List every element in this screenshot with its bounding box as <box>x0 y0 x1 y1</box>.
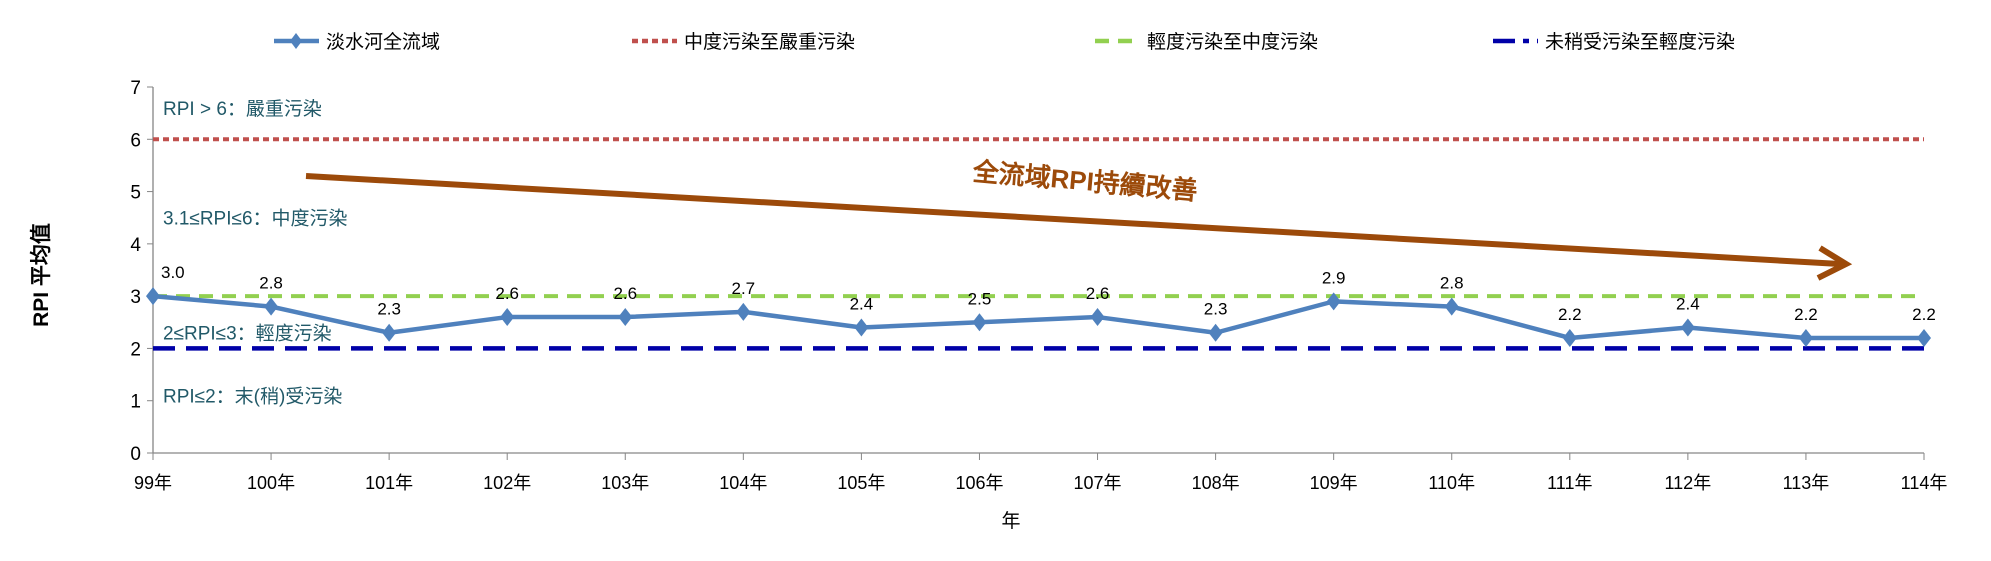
data-label: 2.5 <box>968 289 992 308</box>
x-axis-label: 年 <box>1001 510 1020 532</box>
zone-label: RPI > 6：嚴重污染 <box>163 98 322 120</box>
zone-label: 2≤RPI≤3：輕度污染 <box>163 323 332 345</box>
data-label: 2.4 <box>1676 295 1700 314</box>
y-tick-label: 4 <box>130 235 141 256</box>
trend-arrow-shaft <box>305 173 1841 267</box>
data-label: 2.2 <box>1794 305 1818 324</box>
data-point-marker <box>972 313 987 332</box>
y-axis-label: RPI 平均值 <box>29 223 53 327</box>
legend-item: 中度污染至嚴重污染 <box>632 31 855 53</box>
x-tick-label: 109年 <box>1310 473 1358 493</box>
x-tick-label: 108年 <box>1192 473 1240 493</box>
x-tick-label: 107年 <box>1074 473 1122 493</box>
axes: 0 1 2 3 4 5 6 7 99年 100年 101年 102年 103年 104年 105年 106年 1… <box>130 78 1947 493</box>
annotation-text: 全流域RPI持續改善 <box>971 156 1199 206</box>
y-tick-label: 7 <box>130 78 141 99</box>
zone-label: 3.1≤RPI≤6：中度污染 <box>163 208 348 230</box>
data-label: 2.9 <box>1322 268 1346 287</box>
x-tick-label: 114年 <box>1901 473 1948 493</box>
legend-diamond-icon <box>290 33 302 49</box>
x-tick-label: 106年 <box>955 473 1003 493</box>
data-point-marker <box>618 308 633 327</box>
x-tick-label: 99年 <box>134 473 172 493</box>
data-label: 2.8 <box>259 274 283 293</box>
data-point-marker <box>264 297 279 316</box>
data-label: 2.7 <box>732 279 756 298</box>
x-tick-label: 105年 <box>837 473 885 493</box>
x-tick-label: 104年 <box>719 473 767 493</box>
data-label: 2.2 <box>1912 305 1936 324</box>
data-label: 2.6 <box>613 284 637 303</box>
data-label: 2.3 <box>1204 300 1228 319</box>
x-tick-label: 102年 <box>483 473 531 493</box>
y-tick-label: 2 <box>130 339 141 360</box>
data-label: 2.6 <box>1086 284 1110 303</box>
data-point-marker <box>854 318 869 337</box>
data-point-marker <box>1680 318 1695 337</box>
data-point-marker <box>1326 292 1341 311</box>
data-point-marker <box>500 308 515 327</box>
series: 3.0 2.8 2.3 2.6 2.6 2.7 2.4 2.5 2.6 2.3 2.9 2.8 2.2 2… <box>146 263 1936 347</box>
y-tick-label: 1 <box>130 392 141 413</box>
data-label: 2.2 <box>1558 305 1582 324</box>
data-label: 2.8 <box>1440 274 1464 293</box>
x-tick-label: 110年 <box>1428 473 1475 493</box>
data-point-marker <box>146 287 160 306</box>
data-label: 2.6 <box>495 284 519 303</box>
legend-label: 中度污染至嚴重污染 <box>684 31 855 53</box>
series-line <box>152 293 1924 341</box>
data-point-marker <box>1444 297 1459 316</box>
data-label: 2.3 <box>377 300 401 319</box>
data-point-marker <box>1917 328 1931 347</box>
reference-lines <box>153 137 1924 351</box>
y-tick-label: 5 <box>130 183 141 204</box>
x-tick-label: 100年 <box>247 473 295 493</box>
x-tick-label: 111年 <box>1547 473 1592 493</box>
legend-item: 輕度污染至中度污染 <box>1095 31 1318 53</box>
legend-item: 未稍受污染至輕度污染 <box>1493 31 1735 53</box>
y-tick-label: 6 <box>130 130 141 151</box>
y-tick-label: 3 <box>130 287 141 308</box>
data-point-marker <box>736 302 751 321</box>
x-tick-label: 101年 <box>365 473 413 493</box>
trend-arrow-head <box>1816 245 1853 281</box>
legend-label: 輕度污染至中度污染 <box>1147 31 1318 53</box>
y-tick-label: 0 <box>130 444 141 465</box>
x-tick-label: 113年 <box>1783 473 1830 493</box>
x-tick-label: 112年 <box>1665 473 1712 493</box>
legend-label: 淡水河全流域 <box>326 31 440 53</box>
zone-labels: RPI > 6：嚴重污染 3.1≤RPI≤6：中度污染 2≤RPI≤3：輕度污染 RP… <box>163 98 348 408</box>
data-point-marker <box>1090 308 1105 327</box>
legend: 淡水河全流域 中度污染至嚴重污染 輕度污染至中度污染 未稍受污染至輕度污染 <box>274 31 1735 53</box>
trend-annotation: 全流域RPI持續改善 <box>305 156 1853 281</box>
zone-label: RPI≤2：末(稍)受污染 <box>163 385 342 407</box>
data-point-marker <box>382 323 397 342</box>
data-label: 2.4 <box>850 295 874 314</box>
data-label: 3.0 <box>161 263 185 282</box>
x-tick-label: 103年 <box>601 473 649 493</box>
legend-item: 淡水河全流域 <box>274 31 440 53</box>
data-point-marker <box>1562 328 1577 347</box>
legend-label: 未稍受污染至輕度污染 <box>1545 31 1735 53</box>
data-point-marker <box>1798 328 1813 347</box>
data-point-marker <box>1208 323 1223 342</box>
